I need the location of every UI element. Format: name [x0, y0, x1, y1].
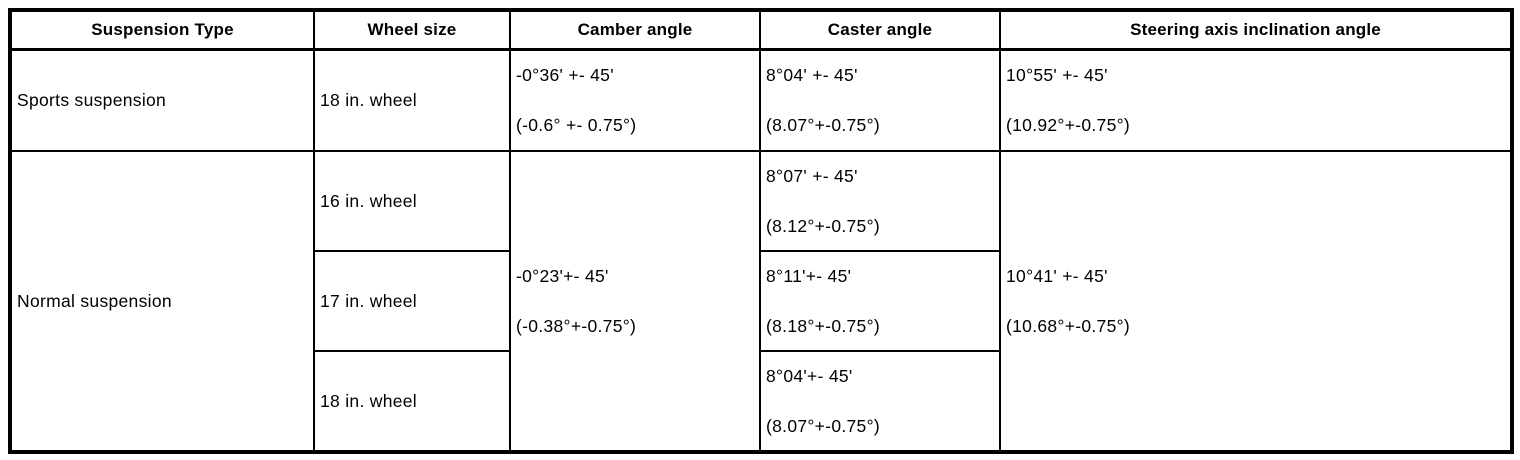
row-normal-16in: Normal suspension 16 in. wheel -0°23'+- … [9, 150, 1513, 453]
cell-normal-wheel-17: 17 in. wheel [313, 250, 511, 352]
cell-normal-steering-axis: 10°41' +- 45' (10.68°+-0.75°) [999, 150, 1513, 453]
row-sports-suspension: Sports suspension 18 in. wheel -0°36' +-… [9, 48, 1513, 152]
header-caster-angle: Caster angle [759, 9, 1001, 51]
header-row: Suspension Type Wheel size Camber angle … [9, 9, 1513, 51]
normal-steering-value: 10°41' +- 45' [1006, 265, 1108, 286]
cell-normal-caster-17: 8°11'+- 45' (8.18°+-0.75°) [759, 250, 1001, 352]
normal-camber-value-degrees: (-0.38°+-0.75°) [516, 315, 637, 336]
cell-sports-steering-axis: 10°55' +- 45' (10.92°+-0.75°) [999, 48, 1513, 152]
cell-normal-wheel-16: 16 in. wheel [313, 150, 511, 252]
normal-caster-16-value-degrees: (8.12°+-0.75°) [766, 215, 881, 236]
cell-normal-caster-18: 8°04'+- 45' (8.07°+-0.75°) [759, 350, 1001, 453]
normal-caster-17-value-degrees: (8.18°+-0.75°) [766, 315, 881, 336]
sports-suspension-label: Sports suspension [17, 90, 167, 110]
sports-camber-value-degrees: (-0.6° +- 0.75°) [516, 115, 637, 135]
wheel-alignment-spec-table: Suspension Type Wheel size Camber angle … [8, 8, 1514, 454]
normal-steering-value-degrees: (10.68°+-0.75°) [1006, 315, 1131, 336]
normal-caster-16-value: 8°07' +- 45' [766, 165, 858, 186]
sports-caster-value-degrees: (8.07°+-0.75°) [766, 115, 881, 135]
normal-wheel-18-label: 18 in. wheel [320, 390, 417, 411]
cell-sports-caster: 8°04' +- 45' (8.07°+-0.75°) [759, 48, 1001, 152]
cell-normal-camber: -0°23'+- 45' (-0.38°+-0.75°) [509, 150, 761, 453]
normal-wheel-17-label: 17 in. wheel [320, 290, 417, 311]
sports-steering-value-degrees: (10.92°+-0.75°) [1006, 115, 1131, 135]
header-camber-angle: Camber angle [509, 9, 761, 51]
cell-normal-caster-16: 8°07' +- 45' (8.12°+-0.75°) [759, 150, 1001, 252]
sports-wheel-label: 18 in. wheel [320, 90, 417, 110]
cell-normal-wheel-18: 18 in. wheel [313, 350, 511, 453]
sports-steering-value: 10°55' +- 45' [1006, 65, 1108, 85]
normal-camber-value: -0°23'+- 45' [516, 265, 609, 286]
normal-suspension-label: Normal suspension [17, 290, 172, 311]
row-normal-17in: 17 in. wheel 8°11'+- 45' (8.18°+-0.75°) [10, 250, 1512, 352]
normal-wheel-16-label: 16 in. wheel [320, 190, 417, 211]
cell-sports-camber: -0°36' +- 45' (-0.6° +- 0.75°) [509, 48, 761, 152]
header-suspension-type: Suspension Type [9, 9, 315, 51]
sports-camber-value: -0°36' +- 45' [516, 65, 614, 85]
cell-sports-suspension-type: Sports suspension [9, 48, 315, 152]
cell-sports-wheel-size: 18 in. wheel [313, 48, 511, 152]
header-wheel-size: Wheel size [313, 9, 511, 51]
sports-caster-value: 8°04' +- 45' [766, 65, 858, 85]
cell-normal-suspension-type: Normal suspension [9, 150, 315, 453]
row-normal-18in: 18 in. wheel 8°04'+- 45' (8.07°+-0.75°) [10, 350, 1512, 453]
normal-caster-17-value: 8°11'+- 45' [766, 265, 852, 286]
normal-caster-18-value: 8°04'+- 45' [766, 365, 853, 386]
normal-caster-18-value-degrees: (8.07°+-0.75°) [766, 415, 881, 436]
header-steering-axis-inclination-angle: Steering axis inclination angle [999, 9, 1513, 51]
